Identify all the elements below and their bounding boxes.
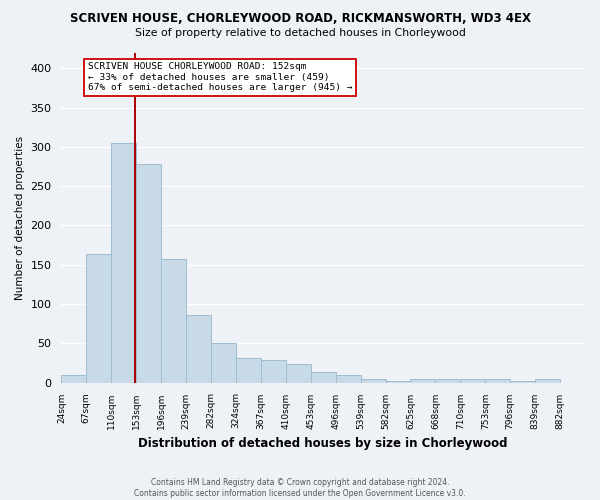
Bar (485, 380, 510, 382)
Bar (286, 364, 311, 382)
Bar (410, 378, 436, 382)
Bar (460, 380, 485, 382)
Bar (335, 376, 361, 382)
Bar (211, 344, 236, 382)
Bar (86, 254, 111, 382)
X-axis label: Distribution of detached houses by size in Chorleywood: Distribution of detached houses by size … (139, 437, 508, 450)
Bar (510, 381, 535, 382)
Text: Size of property relative to detached houses in Chorleywood: Size of property relative to detached ho… (134, 28, 466, 38)
Bar (136, 164, 161, 382)
Bar (261, 360, 286, 382)
Text: Contains HM Land Registry data © Crown copyright and database right 2024.
Contai: Contains HM Land Registry data © Crown c… (134, 478, 466, 498)
Bar (361, 380, 386, 382)
Bar (386, 381, 410, 382)
Bar (186, 315, 211, 382)
Bar (436, 378, 460, 382)
Bar (61, 374, 86, 382)
Bar (311, 372, 335, 382)
Bar (236, 358, 261, 382)
Text: SCRIVEN HOUSE CHORLEYWOOD ROAD: 152sqm
← 33% of detached houses are smaller (459: SCRIVEN HOUSE CHORLEYWOOD ROAD: 152sqm ←… (88, 62, 352, 92)
Bar (161, 259, 186, 382)
Y-axis label: Number of detached properties: Number of detached properties (15, 136, 25, 300)
Text: SCRIVEN HOUSE, CHORLEYWOOD ROAD, RICKMANSWORTH, WD3 4EX: SCRIVEN HOUSE, CHORLEYWOOD ROAD, RICKMAN… (70, 12, 530, 26)
Bar (535, 380, 560, 382)
Bar (111, 143, 136, 382)
